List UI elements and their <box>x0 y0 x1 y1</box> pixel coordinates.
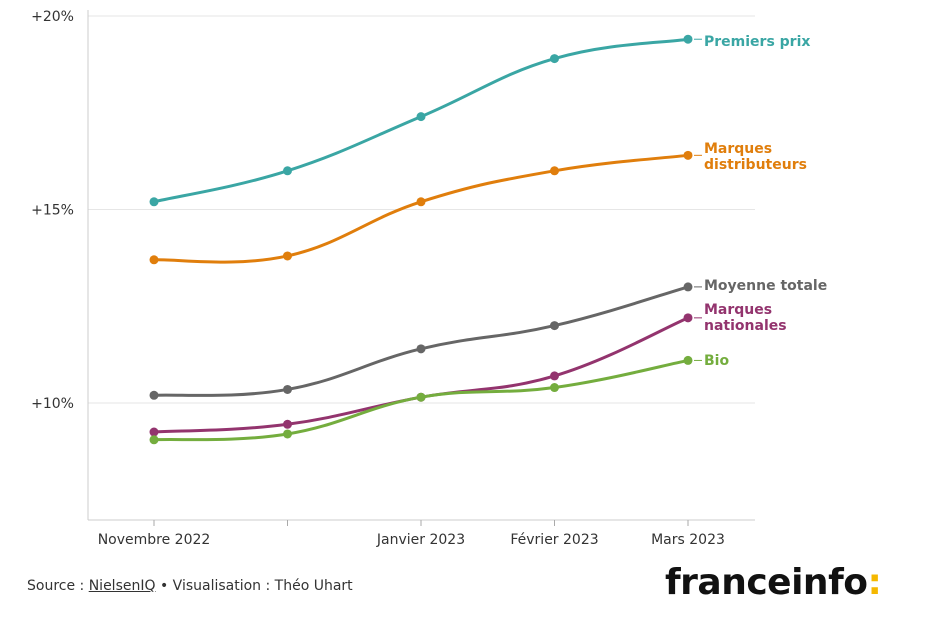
x-tick-label: Février 2023 <box>510 532 598 548</box>
series-label: Marques <box>704 141 772 157</box>
visualisation-credit: Visualisation : Théo Uhart <box>172 578 353 594</box>
series-label: nationales <box>704 318 787 334</box>
source-prefix: Source : <box>27 578 89 594</box>
series-label: Bio <box>704 353 729 369</box>
x-tick-label: Novembre 2022 <box>98 532 211 548</box>
data-point <box>550 321 559 331</box>
series-label: Moyenne totale <box>704 278 827 294</box>
x-tick-label: Mars 2023 <box>651 532 725 548</box>
separator: • <box>155 578 173 594</box>
data-point <box>283 166 292 176</box>
data-point <box>550 383 559 393</box>
data-point <box>416 197 426 207</box>
y-tick-label: +10% <box>31 396 74 412</box>
source-link[interactable]: NielsenIQ <box>88 578 156 594</box>
series-line <box>152 316 690 434</box>
data-point <box>683 150 693 160</box>
data-point <box>550 166 559 176</box>
data-point <box>416 392 426 402</box>
brand-colon: : <box>867 562 882 603</box>
y-tick-label: +20% <box>31 9 74 25</box>
data-point <box>550 371 559 381</box>
franceinfo-logo: franceinfo: <box>665 562 882 603</box>
x-tick-label: Janvier 2023 <box>376 532 465 548</box>
data-point <box>283 419 292 429</box>
data-point <box>149 390 159 400</box>
data-point <box>683 355 693 365</box>
data-point <box>283 251 292 261</box>
data-point <box>149 427 159 437</box>
data-point <box>149 197 159 207</box>
data-point <box>416 112 426 122</box>
series-label: Marques <box>704 302 772 318</box>
source-footer: Source : NielsenIQ • Visualisation : Thé… <box>27 578 353 594</box>
series-label: distributeurs <box>704 157 807 173</box>
data-point <box>149 255 159 265</box>
data-point <box>683 34 693 44</box>
data-point <box>283 384 292 394</box>
line-chart: +20% +15% +10% Novembre 2022 Janvier 2023 Fév… <box>31 9 827 548</box>
data-point <box>550 54 559 64</box>
brand-name: franceinfo <box>665 562 868 603</box>
data-point <box>283 429 292 439</box>
data-point <box>683 313 693 323</box>
y-tick-label: +15% <box>31 203 74 219</box>
series-label: Premiers prix <box>704 34 810 50</box>
series-line <box>152 153 690 264</box>
data-point <box>416 344 426 354</box>
data-point <box>683 282 693 292</box>
data-point <box>149 435 159 445</box>
